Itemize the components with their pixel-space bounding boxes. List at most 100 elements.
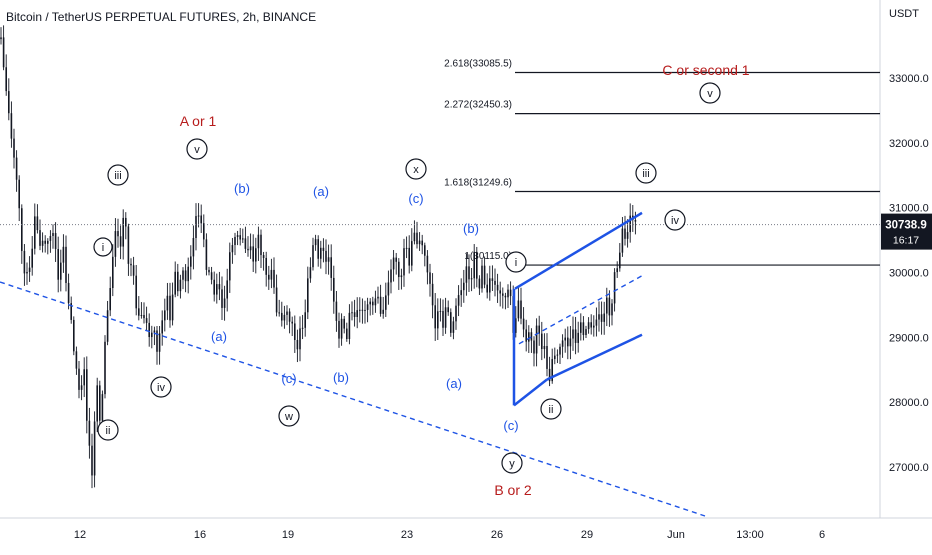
candle-body [195,216,197,239]
candle-body [374,298,377,306]
candle-body [283,314,286,321]
candle-body [499,290,501,294]
candle-body [273,269,275,288]
candle-body [385,295,387,310]
candle-body [416,232,418,245]
candle-body [88,420,91,446]
candle-body [577,332,579,343]
wave-label-blue: (b) [234,181,250,196]
fib-level-label: 2.272(32450.3) [444,100,512,111]
candle-body [431,283,434,306]
candle-body [13,138,15,158]
candle-body [621,228,624,253]
candle-body [192,238,195,257]
candle-body [210,272,213,280]
candle-body [322,247,325,251]
candle-body [93,421,96,476]
candle-body [36,216,39,231]
candle-body [551,359,553,382]
candle-body [491,278,494,281]
candle-body [447,307,449,313]
candle-body [611,303,613,316]
candle-body [268,274,270,280]
candle-body [595,319,598,326]
candle-body [585,329,587,335]
wave-circle [635,162,657,184]
candle-body [525,329,527,342]
candle-body [236,235,239,237]
candle-body [158,333,161,352]
candle-body [351,312,353,314]
candle-body [509,289,512,297]
candle-body [377,296,379,299]
candle-body [486,284,488,293]
channel-upper-line [514,211,643,290]
candle-body [247,248,249,251]
candle-body [572,329,574,339]
wave-label: v [707,88,713,100]
wave-circle [540,398,562,420]
channel-lower-line [546,333,643,381]
candle-body [457,295,460,306]
candle-body [270,269,273,280]
candle-body [450,312,452,333]
candle-body [265,257,267,275]
candle-body [135,275,137,309]
candle-body [502,293,504,296]
wave-label-blue: (b) [333,370,349,385]
time-tick-label: 12 [74,529,86,541]
candle-body [463,282,465,291]
candle-body [424,245,426,256]
candle-body [301,327,304,329]
candle-body [327,257,330,262]
candle-body [23,250,26,274]
candle-body [291,321,293,324]
time-tick-label: 6 [819,529,825,541]
candle-body [65,246,67,283]
price-tick-label: 29000.0 [889,332,929,344]
wave-label: iv [671,215,679,227]
candle-body [426,255,429,273]
candle-body [171,294,174,321]
wave-circle [501,452,523,474]
candle-body [626,232,629,239]
candle-body [184,270,187,282]
candle-body [567,337,569,347]
wave-label-blue: (a) [211,329,227,344]
wave-label: iii [642,168,649,180]
candle-body [288,311,291,322]
candle-body [242,238,244,240]
candle-body [28,267,31,272]
price-tick-label: 30000.0 [889,268,929,280]
candle-body [205,239,208,270]
candle-body [112,256,114,289]
candle-body [15,157,18,180]
wave-label: y [509,458,515,470]
wave-label: iv [157,382,165,394]
candle-body [187,266,189,282]
candle-body [177,271,179,292]
candle-body [200,215,202,224]
candle-body [57,248,59,280]
candle-body [132,265,135,276]
candle-body [587,322,590,330]
candle-body [548,368,551,382]
candle-body [104,341,106,395]
candle-body [169,295,171,321]
candle-body [405,247,408,249]
candle-body [60,262,62,280]
time-tick-label: 16 [194,529,206,541]
candle-body [143,315,145,319]
candle-body [504,295,507,298]
candle-body [364,309,366,311]
candle-body [244,238,247,249]
candle-body [44,240,46,244]
candle-body [49,235,52,241]
wave-label-red: A or 1 [180,113,217,129]
candle-body [21,208,23,251]
candle-body [161,320,163,334]
candle-body [208,269,210,273]
candle-body [379,296,382,314]
